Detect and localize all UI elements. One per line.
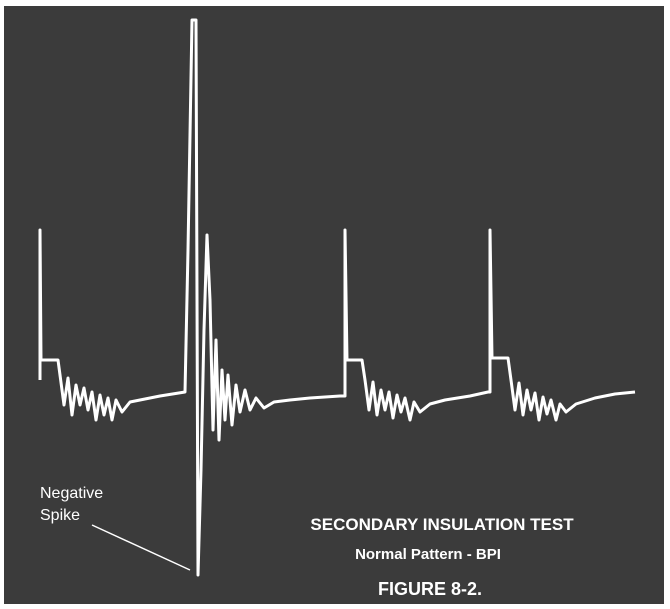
annotation: Spike xyxy=(40,507,80,524)
figure-label: FIGURE 8-2. xyxy=(378,579,482,599)
caption-title: SECONDARY INSULATION TEST xyxy=(310,515,574,534)
caption-subtitle: Normal Pattern - BPI xyxy=(355,546,501,563)
annotation: Negative xyxy=(40,485,103,502)
figure: Negative Spike SECONDARY INSULATION TEST… xyxy=(0,0,670,609)
